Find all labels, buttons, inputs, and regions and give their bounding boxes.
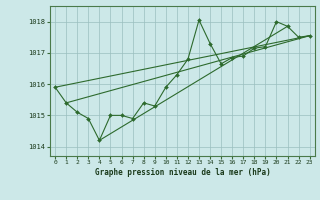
X-axis label: Graphe pression niveau de la mer (hPa): Graphe pression niveau de la mer (hPa) [94,168,270,177]
